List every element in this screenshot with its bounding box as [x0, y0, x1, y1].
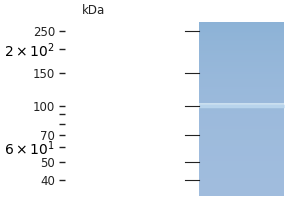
Bar — [199, 103, 284, 108]
Text: kDa: kDa — [81, 4, 105, 17]
